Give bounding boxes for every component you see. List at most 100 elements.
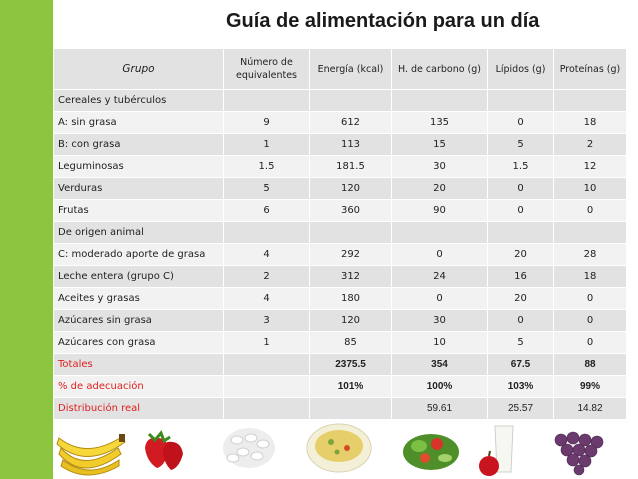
table-row: Distribución real 59.61 25.57 14.82 [53, 397, 627, 420]
row-label: Verduras [53, 177, 224, 200]
row-value: 9 [223, 111, 310, 134]
row-value: 10 [391, 331, 488, 354]
row-value: 1 [223, 331, 310, 354]
row-value: 0 [391, 243, 488, 266]
row-label: C: moderado aporte de grasa [53, 243, 224, 266]
row-value: 67.5 [487, 353, 554, 376]
row-value [487, 89, 554, 112]
row-value: 99% [553, 375, 627, 398]
row-value: 0 [487, 111, 554, 134]
row-value [309, 89, 392, 112]
row-label: De origen animal [53, 221, 224, 244]
header-equivalentes: Número de equivalentes [223, 48, 310, 90]
row-value [309, 221, 392, 244]
header-proteinas: Proteínas (g) [553, 48, 627, 90]
row-label: % de adecuación [53, 375, 224, 398]
table-row: Aceites y grasas 4 180 0 20 0 [53, 287, 627, 310]
row-value: 18 [553, 111, 627, 134]
table-row: Azúcares sin grasa 3 120 30 0 0 [53, 309, 627, 332]
row-value: 16 [487, 265, 554, 288]
row-value: 0 [487, 309, 554, 332]
table-row: Leche entera (grupo C) 2 312 24 16 18 [53, 265, 627, 288]
table-row: Totales 2375.5 354 67.5 88 [53, 353, 627, 376]
row-value: 1 [223, 133, 310, 156]
header-grupo: Grupo [53, 48, 224, 90]
row-value: 120 [309, 177, 392, 200]
table-row: Cereales y tubérculos [53, 89, 627, 112]
table-row: Verduras 5 120 20 0 10 [53, 177, 627, 200]
green-side-bar [0, 0, 53, 479]
row-value: 3 [223, 309, 310, 332]
table-row: C: moderado aporte de grasa 4 292 0 20 28 [53, 243, 627, 266]
row-value: 0 [553, 309, 627, 332]
table-header-row: Grupo Número de equivalentes Energía (kc… [53, 48, 627, 90]
row-value: 120 [309, 309, 392, 332]
row-label: Azúcares sin grasa [53, 309, 224, 332]
row-value: 20 [487, 287, 554, 310]
row-value: 354 [391, 353, 488, 376]
nutrition-table: Grupo Número de equivalentes Energía (kc… [53, 48, 627, 420]
row-value: 5 [223, 177, 310, 200]
row-value [223, 89, 310, 112]
row-value: 85 [309, 331, 392, 354]
row-value [391, 221, 488, 244]
row-value: 15 [391, 133, 488, 156]
table-row: Azúcares con grasa 1 85 10 5 0 [53, 331, 627, 354]
row-value: 5 [487, 133, 554, 156]
row-value: 10 [553, 177, 627, 200]
row-value: 6 [223, 199, 310, 222]
row-label: Frutas [53, 199, 224, 222]
row-value: 135 [391, 111, 488, 134]
row-value: 18 [553, 265, 627, 288]
row-label: Azúcares con grasa [53, 331, 224, 354]
row-value: 1.5 [487, 155, 554, 178]
row-value: 30 [391, 155, 488, 178]
row-value: 292 [309, 243, 392, 266]
row-value: 2375.5 [309, 353, 392, 376]
white-beans-icon [223, 428, 275, 468]
row-value: 14.82 [553, 397, 627, 420]
vegetable-salad-icon [403, 434, 459, 470]
row-value: 0 [553, 287, 627, 310]
row-value [223, 397, 310, 420]
row-value: 90 [391, 199, 488, 222]
strawberries-icon [145, 430, 183, 470]
row-value: 25.57 [487, 397, 554, 420]
row-value: 0 [553, 199, 627, 222]
table-row: % de adecuación 101% 100% 103% 99% [53, 375, 627, 398]
row-value: 1.5 [223, 155, 310, 178]
row-value [487, 221, 554, 244]
row-value [223, 353, 310, 376]
row-value: 103% [487, 375, 554, 398]
row-value [391, 89, 488, 112]
grapes-icon [554, 431, 604, 476]
row-value: 312 [309, 265, 392, 288]
row-value: 30 [391, 309, 488, 332]
header-energia: Energía (kcal) [309, 48, 392, 90]
table-row: A: sin grasa 9 612 135 0 18 [53, 111, 627, 134]
row-value [309, 397, 392, 420]
header-lipidos: Lípidos (g) [487, 48, 554, 90]
row-value [223, 375, 310, 398]
row-label: A: sin grasa [53, 111, 224, 134]
row-value: 24 [391, 265, 488, 288]
row-label: Totales [53, 353, 224, 376]
table-row: Frutas 6 360 90 0 0 [53, 199, 627, 222]
milk-apple-icon [479, 425, 514, 476]
row-label: Distribución real [53, 397, 224, 420]
rice-salad-icon [306, 423, 372, 473]
header-carbono: H. de carbono (g) [391, 48, 488, 90]
table-row: B: con grasa 1 113 15 5 2 [53, 133, 627, 156]
row-value: 5 [487, 331, 554, 354]
row-value: 59.61 [391, 397, 488, 420]
row-label: Aceites y grasas [53, 287, 224, 310]
row-value: 0 [487, 199, 554, 222]
row-value: 4 [223, 243, 310, 266]
row-value: 12 [553, 155, 627, 178]
row-value: 100% [391, 375, 488, 398]
food-images-strip [56, 423, 604, 476]
row-label: B: con grasa [53, 133, 224, 156]
table-row: De origen animal [53, 221, 627, 244]
row-value: 20 [391, 177, 488, 200]
row-value: 0 [391, 287, 488, 310]
